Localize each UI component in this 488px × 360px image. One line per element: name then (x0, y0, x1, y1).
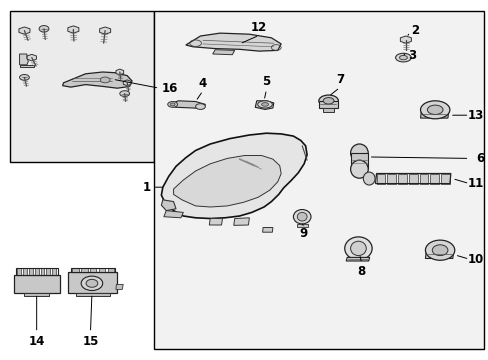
Polygon shape (99, 268, 105, 272)
Text: 5: 5 (262, 75, 270, 88)
Polygon shape (425, 250, 453, 258)
Polygon shape (350, 153, 367, 169)
Ellipse shape (425, 240, 454, 260)
Polygon shape (68, 26, 79, 33)
Ellipse shape (170, 103, 175, 106)
Polygon shape (161, 200, 176, 211)
Polygon shape (429, 174, 438, 184)
Polygon shape (90, 268, 96, 272)
Polygon shape (100, 27, 110, 34)
Polygon shape (386, 174, 395, 184)
Polygon shape (168, 101, 205, 109)
Ellipse shape (323, 98, 333, 104)
Text: 2: 2 (410, 24, 418, 37)
Polygon shape (19, 27, 30, 34)
Ellipse shape (350, 144, 367, 162)
Text: 3: 3 (407, 49, 416, 62)
Polygon shape (209, 219, 222, 225)
Text: 6: 6 (475, 152, 483, 165)
Ellipse shape (350, 160, 367, 178)
Ellipse shape (167, 102, 177, 107)
Ellipse shape (399, 55, 407, 60)
Ellipse shape (431, 245, 447, 256)
Text: 1: 1 (142, 181, 150, 194)
Polygon shape (408, 174, 417, 184)
Text: 8: 8 (357, 265, 365, 278)
Polygon shape (107, 268, 114, 272)
Polygon shape (397, 174, 406, 184)
Polygon shape (29, 268, 33, 275)
Polygon shape (24, 293, 49, 296)
Polygon shape (123, 80, 131, 86)
Text: 12: 12 (250, 21, 267, 34)
Text: 9: 9 (299, 227, 306, 240)
Polygon shape (17, 268, 21, 275)
Polygon shape (23, 268, 27, 275)
Text: 14: 14 (28, 335, 45, 348)
Text: 10: 10 (467, 253, 483, 266)
Text: 4: 4 (199, 77, 206, 90)
Ellipse shape (86, 279, 98, 287)
Polygon shape (41, 268, 44, 275)
Polygon shape (322, 108, 334, 112)
Ellipse shape (257, 101, 272, 108)
Polygon shape (233, 218, 249, 225)
Polygon shape (420, 110, 448, 118)
Ellipse shape (427, 105, 442, 114)
Polygon shape (163, 211, 183, 218)
Ellipse shape (195, 104, 205, 109)
Ellipse shape (261, 103, 268, 106)
Text: 11: 11 (467, 177, 483, 190)
Polygon shape (76, 293, 110, 296)
Polygon shape (68, 272, 117, 293)
Polygon shape (52, 268, 56, 275)
Polygon shape (35, 268, 39, 275)
Polygon shape (116, 284, 123, 289)
Ellipse shape (297, 212, 306, 221)
Ellipse shape (344, 237, 371, 260)
Ellipse shape (420, 101, 449, 119)
Polygon shape (14, 275, 60, 293)
Ellipse shape (39, 26, 49, 32)
Polygon shape (419, 174, 427, 184)
Ellipse shape (120, 91, 129, 96)
Text: 13: 13 (467, 109, 483, 122)
Polygon shape (81, 268, 87, 272)
Polygon shape (212, 50, 234, 55)
Polygon shape (72, 268, 79, 272)
Ellipse shape (363, 172, 374, 185)
Polygon shape (161, 133, 306, 219)
Polygon shape (116, 69, 123, 75)
Bar (10, 11, 154, 162)
Ellipse shape (350, 241, 366, 256)
Polygon shape (346, 257, 369, 261)
Ellipse shape (81, 276, 102, 291)
Polygon shape (20, 54, 28, 65)
Polygon shape (400, 36, 410, 43)
Polygon shape (27, 54, 37, 61)
Polygon shape (185, 33, 281, 51)
Ellipse shape (100, 77, 110, 83)
Polygon shape (376, 174, 385, 184)
Polygon shape (318, 101, 338, 108)
Text: 16: 16 (161, 82, 177, 95)
Ellipse shape (395, 53, 410, 62)
Text: 7: 7 (335, 73, 343, 86)
Ellipse shape (20, 75, 29, 80)
Polygon shape (46, 268, 50, 275)
Text: 15: 15 (82, 335, 99, 348)
Ellipse shape (318, 95, 338, 107)
Polygon shape (255, 101, 273, 109)
Ellipse shape (293, 210, 310, 224)
Polygon shape (440, 174, 449, 184)
Polygon shape (296, 224, 307, 227)
Polygon shape (62, 72, 132, 88)
Polygon shape (262, 228, 272, 232)
Polygon shape (173, 156, 281, 207)
Polygon shape (20, 65, 34, 67)
Bar (154, 11, 483, 349)
